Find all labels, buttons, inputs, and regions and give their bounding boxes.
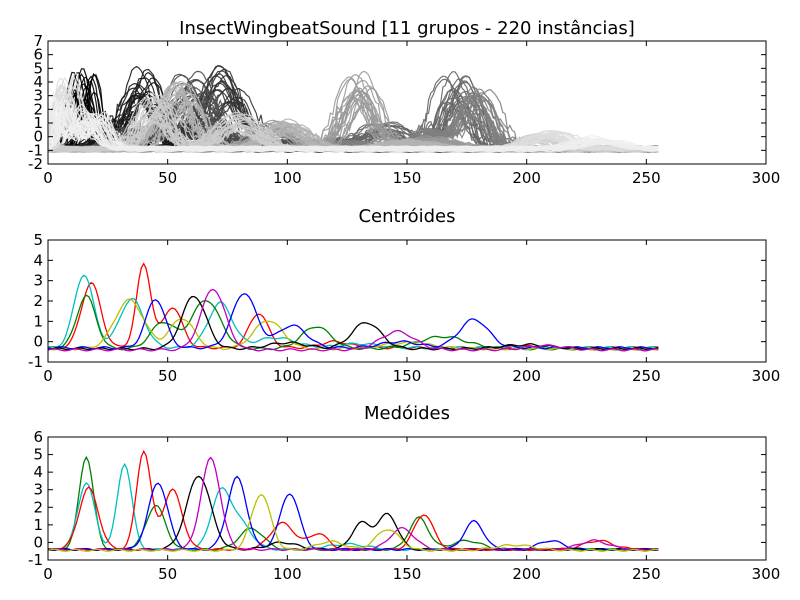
y-tick-label: 6 — [33, 428, 43, 446]
x-tick-label: 150 — [393, 169, 422, 187]
series-line-group-11 — [47, 96, 659, 150]
series-lines — [47, 449, 659, 552]
y-tick-label: 5 — [33, 446, 43, 464]
y-tick-label: 2 — [33, 100, 43, 118]
plot-title: Medóides — [364, 403, 450, 424]
x-tick-label: 300 — [752, 367, 781, 385]
x-tick-label: 250 — [632, 169, 661, 187]
y-tick-label: 7 — [33, 32, 43, 50]
x-tick-label: 200 — [512, 169, 541, 187]
y-tick-label: -1 — [28, 141, 43, 159]
plot-insect-wingbeat-sound: InsectWingbeatSound [11 grupos - 220 ins… — [28, 18, 780, 187]
series-lines — [47, 262, 659, 352]
x-tick-label: 100 — [273, 367, 302, 385]
series-line-7 — [47, 493, 659, 552]
y-tick-label: 1 — [33, 114, 43, 132]
x-tick-label: 100 — [273, 169, 302, 187]
x-tick-label: 0 — [43, 367, 53, 385]
y-tick-label: 3 — [33, 481, 43, 499]
y-tick-label: 1 — [33, 312, 43, 330]
x-tick-label: 200 — [512, 565, 541, 583]
plot-title: Centróides — [358, 206, 455, 227]
series-line-4 — [47, 475, 659, 551]
y-tick-label: 0 — [33, 128, 43, 146]
y-tick-label: 0 — [33, 533, 43, 551]
x-tick-label: 50 — [158, 169, 177, 187]
y-tick-label: 2 — [33, 498, 43, 516]
x-tick-label: 0 — [43, 565, 53, 583]
plot-title: InsectWingbeatSound [11 grupos - 220 ins… — [179, 18, 635, 39]
y-tick-label: 1 — [33, 516, 43, 534]
plot-frame — [47, 40, 767, 165]
series-line-group-11 — [47, 93, 659, 152]
series-line-7 — [47, 288, 659, 352]
y-tick-label: -1 — [28, 353, 43, 371]
plot-frame — [47, 239, 767, 363]
y-tick-label: 2 — [33, 292, 43, 310]
x-tick-label: 100 — [273, 565, 302, 583]
x-tick-label: 200 — [512, 367, 541, 385]
y-tick-label: 0 — [33, 333, 43, 351]
plot-frame — [47, 436, 767, 561]
y-tick-label: 5 — [33, 59, 43, 77]
x-tick-label: 50 — [158, 367, 177, 385]
y-tick-label: 4 — [33, 251, 43, 269]
y-tick-label: 4 — [33, 463, 43, 481]
series-line-4 — [47, 298, 659, 351]
y-tick-label: 5 — [33, 231, 43, 249]
y-tick-label: 3 — [33, 87, 43, 105]
x-tick-label: 250 — [632, 367, 661, 385]
x-tick-label: 250 — [632, 565, 661, 583]
x-tick-label: 300 — [752, 169, 781, 187]
x-tick-label: 50 — [158, 565, 177, 583]
x-tick-label: 0 — [43, 169, 53, 187]
series-line-6 — [47, 456, 659, 551]
x-tick-label: 300 — [752, 565, 781, 583]
y-tick-label: 6 — [33, 46, 43, 64]
x-tick-label: 150 — [393, 367, 422, 385]
y-tick-label: -2 — [28, 155, 43, 173]
y-tick-label: 4 — [33, 73, 43, 91]
y-tick-label: 3 — [33, 272, 43, 290]
y-tick-label: -1 — [28, 551, 43, 569]
series-lines — [47, 64, 659, 153]
x-tick-label: 150 — [393, 565, 422, 583]
